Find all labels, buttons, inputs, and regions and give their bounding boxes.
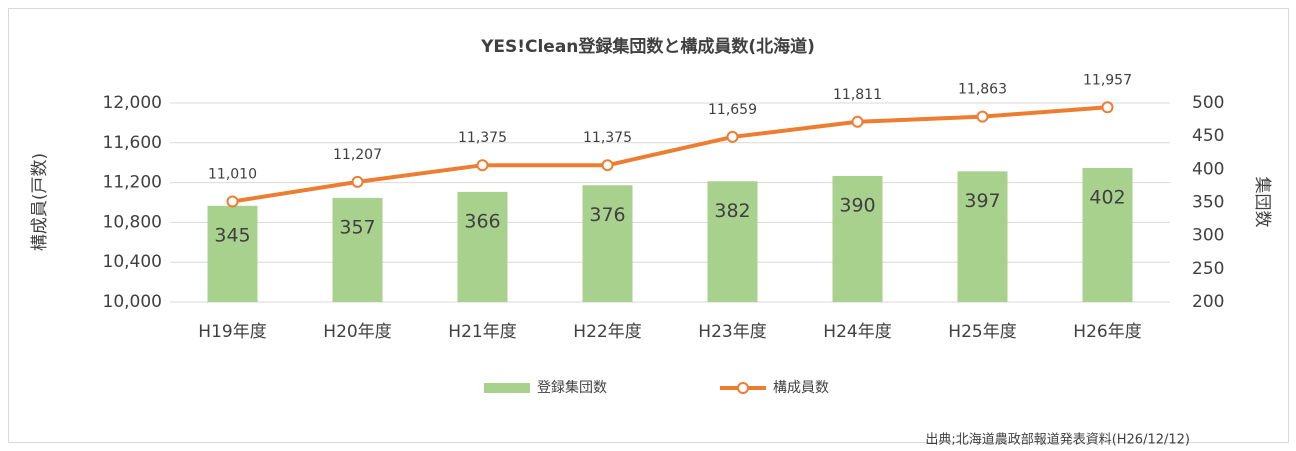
- x-tick-label: H23年度: [698, 322, 766, 342]
- x-tick-label: H20年度: [323, 322, 391, 342]
- y2-tick-label: 350: [1192, 193, 1224, 213]
- bar-value-label: 376: [589, 204, 625, 226]
- bar: [832, 175, 883, 302]
- line-marker: [476, 159, 489, 172]
- x-tick-label: H22年度: [573, 322, 641, 342]
- y2-axis-title: 集団数: [1252, 177, 1272, 228]
- line-value-label: 11,811: [833, 87, 882, 103]
- bar-value-label: 390: [839, 194, 875, 216]
- x-tick-label: H19年度: [198, 322, 266, 342]
- line-marker: [726, 130, 739, 143]
- line: [232, 105, 1108, 204]
- x-tick-label: H25年度: [948, 322, 1016, 342]
- line-value-label: 11,957: [1083, 72, 1132, 88]
- x-tick-label: H26年度: [1073, 322, 1141, 342]
- line-marker: [351, 175, 364, 188]
- line-marker: [226, 195, 239, 208]
- legend-label: 構成員数: [773, 380, 829, 396]
- y-tick-label: 10,400: [103, 252, 162, 272]
- bar-value-label: 382: [714, 200, 750, 222]
- bar-value-label: 397: [964, 190, 1000, 212]
- y-tick-label: 12,000: [103, 93, 162, 113]
- chart-title: YES!Clean登録集団数と構成員数(北海道): [480, 36, 815, 57]
- line-marker: [601, 159, 614, 172]
- bar: [457, 191, 508, 302]
- legend-label: 登録集団数: [537, 379, 607, 396]
- y2-tick-label: 450: [1192, 126, 1224, 146]
- line-value-label: 11,375: [458, 130, 507, 146]
- line-value-label: 11,375: [583, 130, 632, 146]
- bar-value-label: 345: [214, 224, 250, 246]
- bar-value-label: 357: [339, 216, 375, 238]
- y-tick-label: 10,000: [103, 292, 162, 312]
- x-tick-label: H24年度: [823, 322, 891, 342]
- y2-tick-label: 300: [1192, 226, 1224, 246]
- bar: [207, 205, 258, 302]
- bar: [582, 185, 633, 302]
- line-marker: [851, 115, 864, 128]
- x-tick-label: H21年度: [448, 322, 516, 342]
- line-value-label: 11,010: [208, 167, 257, 183]
- y-axis-title: 構成員(戸数): [30, 153, 50, 251]
- y2-tick-label: 500: [1192, 93, 1224, 113]
- bar: [707, 181, 758, 302]
- line-value-label: 11,863: [958, 82, 1007, 98]
- y-tick-label: 11,200: [103, 173, 162, 193]
- y2-tick-label: 250: [1192, 259, 1224, 279]
- source-note: 出典;北海道農政部報道発表資料(H26/12/12): [925, 433, 1190, 448]
- y-tick-label: 10,800: [103, 212, 162, 232]
- line-marker: [976, 110, 989, 123]
- legend-swatch: [484, 383, 530, 393]
- bar: [332, 197, 383, 302]
- bar-value-label: 402: [1089, 187, 1125, 209]
- y2-tick-label: 200: [1192, 292, 1224, 312]
- line-marker: [1101, 101, 1114, 114]
- bar: [957, 171, 1008, 302]
- y2-tick-label: 400: [1192, 159, 1224, 179]
- bar: [1082, 168, 1133, 302]
- legend-swatch-marker: [737, 382, 749, 394]
- line-value-label: 11,207: [333, 147, 382, 163]
- line-value-label: 11,659: [708, 102, 757, 118]
- y-tick-label: 11,600: [103, 133, 162, 153]
- bar-value-label: 366: [464, 210, 500, 232]
